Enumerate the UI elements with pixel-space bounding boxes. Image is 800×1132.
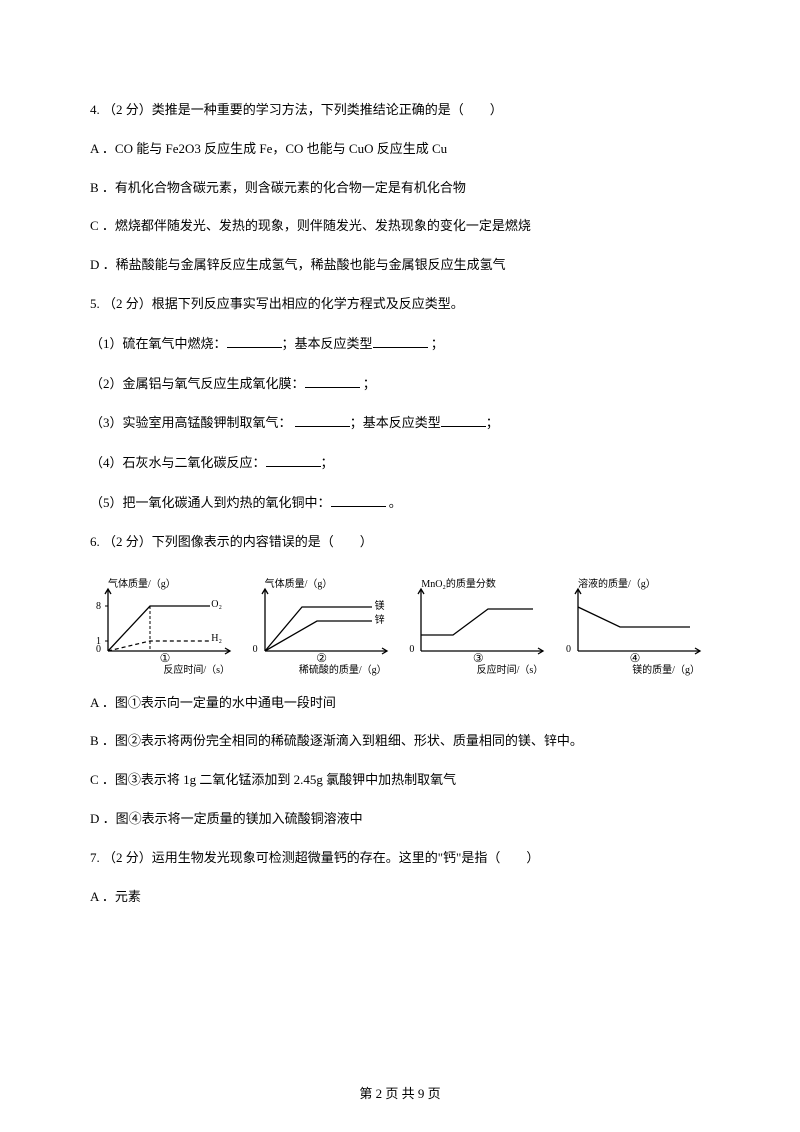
chart1-line2-label: H₂	[211, 631, 222, 647]
chart3-ylabel: MnO₂的质量分数	[421, 577, 496, 593]
chart2-line2-label: 锌	[375, 613, 385, 629]
q7-option-a: A ．元素	[90, 887, 710, 908]
q4-option-a: A ．CO 能与 Fe2O3 反应生成 Fe，CO 也能与 CuO 反应生成 C…	[90, 139, 710, 160]
q6-option-a: A ．图①表示向一定量的水中通电一段时间	[90, 693, 710, 714]
q5-sub3-text-b: ；基本反应类型	[350, 415, 441, 430]
chart3-num: ③	[473, 649, 484, 668]
q6-option-b: B ．图②表示将两份完全相同的稀硫酸逐渐滴入到粗细、形状、质量相同的镁、锌中。	[90, 731, 710, 752]
q5-sub2-text-b: ；	[360, 376, 376, 391]
chart3-origin: 0	[409, 642, 414, 658]
q4-option-b: B ．有机化合物含碳元素，则含碳元素的化合物一定是有机化合物	[90, 178, 710, 199]
chart4-xlabel: 镁的质量/（g）	[632, 663, 700, 679]
q4-option-c: C ．燃烧都伴随发光、发热的现象，则伴随发光、发热现象的变化一定是燃烧	[90, 216, 710, 237]
chart-4: 溶液的质量/（g） 0 镁的质量/（g） ④	[560, 579, 710, 665]
q5-sub2-text-a: （2）金属铝与氧气反应生成氧化膜：	[90, 376, 305, 391]
chart1-tick8: 8	[96, 599, 101, 615]
chart1-xlabel: 反应时间/（s）	[163, 663, 230, 679]
chart4-ylabel: 溶液的质量/（g）	[578, 577, 656, 593]
q5-sub5-text-b: 。	[386, 495, 402, 510]
q5-sub5: （5）把一氧化碳通人到灼热的氧化铜中： 。	[90, 492, 710, 514]
chart1-ylabel: 气体质量/（g）	[108, 577, 176, 593]
q5-sub3-text-c: ；	[486, 415, 499, 430]
q5-sub4-text-a: （4）石灰水与二氧化碳反应：	[90, 455, 266, 470]
q5-sub1: （1）硫在氧气中燃烧： ；基本反应类型 ；	[90, 333, 710, 355]
chart2-origin: 0	[253, 642, 258, 658]
blank	[295, 412, 350, 427]
q5-sub3: （3）实验室用高锰酸钾制取氧气： ；基本反应类型 ；	[90, 412, 710, 434]
q6-option-c: C ．图③表示将 1g 二氧化锰添加到 2.45g 氯酸钾中加热制取氧气	[90, 770, 710, 791]
blank	[441, 412, 486, 427]
q5-sub1-text-c: ；	[428, 336, 444, 351]
blank	[266, 452, 321, 467]
q5-sub2: （2）金属铝与氧气反应生成氧化膜： ；	[90, 373, 710, 395]
q6-option-d: D ．图④表示将一定质量的镁加入硫酸铜溶液中	[90, 809, 710, 830]
blank	[373, 333, 428, 348]
q6-stem: 6. （2 分）下列图像表示的内容错误的是（ ）	[90, 532, 710, 553]
q5-sub1-text-b: ；基本反应类型	[282, 336, 373, 351]
chart1-line1-label: O₂	[211, 597, 222, 613]
chart-3: MnO₂的质量分数 0 反应时间/（s） ③	[403, 579, 553, 665]
q5-sub5-text-a: （5）把一氧化碳通人到灼热的氧化铜中：	[90, 495, 331, 510]
chart-1: 气体质量/（g） 8 1 0 O₂ H₂ 反应时间/（s） ①	[90, 579, 240, 665]
q4-stem: 4. （2 分）类推是一种重要的学习方法，下列类推结论正确的是（ ）	[90, 100, 710, 121]
chart2-xlabel: 稀硫酸的质量/（g）	[299, 663, 387, 679]
chart2-num: ②	[316, 649, 327, 668]
chart4-origin: 0	[566, 642, 571, 658]
blank	[331, 492, 386, 507]
chart1-num: ①	[160, 649, 171, 668]
page-footer: 第 2 页 共 9 页	[0, 1083, 800, 1102]
chart2-ylabel: 气体质量/（g）	[265, 577, 333, 593]
chart4-num: ④	[630, 649, 641, 668]
chart-2: 气体质量/（g） 0 镁 锌 稀硫酸的质量/（g） ②	[247, 579, 397, 665]
q4-option-d: D ．稀盐酸能与金属锌反应生成氢气，稀盐酸也能与金属银反应生成氢气	[90, 255, 710, 276]
q7-stem: 7. （2 分）运用生物发光现象可检测超微量钙的存在。这里的"钙"是指（ ）	[90, 848, 710, 869]
charts-row: 气体质量/（g） 8 1 0 O₂ H₂ 反应时间/（s） ① 气体质量/（g）	[90, 571, 710, 679]
q5-sub1-text-a: （1）硫在氧气中燃烧：	[90, 336, 227, 351]
page-content: 4. （2 分）类推是一种重要的学习方法，下列类推结论正确的是（ ） A ．CO…	[0, 0, 800, 965]
q5-stem: 5. （2 分）根据下列反应事实写出相应的化学方程式及反应类型。	[90, 294, 710, 315]
q5-sub4-text-b: ；	[321, 455, 334, 470]
q5-sub4: （4）石灰水与二氧化碳反应： ；	[90, 452, 710, 474]
chart3-xlabel: 反应时间/（s）	[477, 663, 544, 679]
chart1-origin: 0	[96, 642, 101, 658]
q5-sub3-text-a: （3）实验室用高锰酸钾制取氧气：	[90, 415, 295, 430]
blank	[227, 333, 282, 348]
blank	[305, 373, 360, 388]
